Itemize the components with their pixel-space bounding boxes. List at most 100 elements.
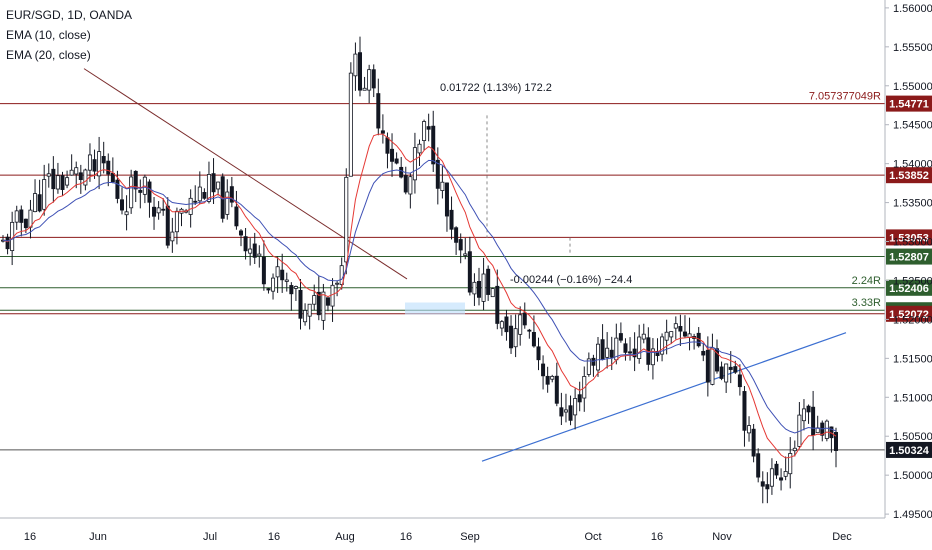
candle-body bbox=[403, 175, 408, 193]
candle-body bbox=[623, 343, 628, 353]
candle-body bbox=[531, 332, 536, 347]
candle-body bbox=[495, 285, 500, 324]
candle-body bbox=[747, 425, 752, 434]
candle-body bbox=[257, 253, 262, 257]
price-tag-label: 1.52807 bbox=[889, 252, 929, 264]
candle-body bbox=[357, 52, 362, 91]
candle-body bbox=[596, 343, 601, 371]
candle-body bbox=[371, 69, 376, 89]
y-tick-label: 1.50000 bbox=[893, 470, 932, 482]
candle-body bbox=[206, 174, 211, 202]
price-tag-label: 1.52072 bbox=[889, 309, 929, 321]
candle-body bbox=[449, 209, 454, 230]
candle-body bbox=[83, 169, 88, 186]
candle-body bbox=[573, 398, 578, 416]
candle-body bbox=[476, 280, 481, 298]
price-tag-label: 1.54771 bbox=[889, 99, 929, 111]
price-tag bbox=[886, 305, 932, 322]
price-tag-label: 1.53852 bbox=[889, 170, 929, 182]
x-tick-label: Aug bbox=[335, 531, 355, 543]
candle-body bbox=[74, 167, 79, 175]
level-note: 3.33R bbox=[852, 297, 881, 309]
candle-body bbox=[559, 407, 564, 417]
candle-body bbox=[193, 200, 198, 203]
candle-body bbox=[124, 211, 129, 216]
candle-body bbox=[719, 366, 724, 379]
candle-body bbox=[834, 432, 839, 451]
candle-body bbox=[284, 279, 289, 282]
candle-body bbox=[669, 331, 674, 338]
candle-body bbox=[129, 176, 134, 209]
candle-body bbox=[444, 182, 449, 217]
candle-body bbox=[609, 349, 614, 358]
x-tick-label: Sep bbox=[460, 531, 480, 543]
candle-body bbox=[399, 166, 404, 178]
y-tick-label: 1.50500 bbox=[893, 431, 932, 443]
candle-body bbox=[42, 179, 47, 210]
candle-body bbox=[742, 391, 747, 431]
candle-body bbox=[69, 169, 74, 176]
candle-body bbox=[390, 148, 395, 162]
legend-ema10[interactable]: EMA (10, close) bbox=[6, 28, 91, 42]
measure-label: -0.00244 (−0.16%) −24.4 bbox=[510, 274, 632, 286]
candle-body bbox=[316, 291, 321, 316]
candle-body bbox=[806, 405, 811, 413]
candle-body bbox=[229, 186, 234, 203]
candle-body bbox=[51, 168, 56, 190]
x-tick-label: 16 bbox=[268, 531, 280, 543]
ema20-line bbox=[2, 159, 837, 434]
candle-body bbox=[710, 347, 715, 385]
candle-body bbox=[545, 375, 550, 385]
x-tick-label: Dec bbox=[832, 531, 852, 543]
level-lines: 1.54771 7.057377049R 1.53852 1.53053 1.52807… bbox=[0, 91, 932, 458]
y-tick-label: 1.51000 bbox=[893, 392, 932, 404]
price-tag bbox=[886, 279, 932, 296]
candle-body bbox=[266, 288, 271, 291]
ema-lines bbox=[2, 133, 837, 459]
candle-body bbox=[293, 286, 298, 289]
candle-body bbox=[335, 282, 340, 285]
price-tag-label: 1.50324 bbox=[889, 445, 930, 457]
candle-body bbox=[156, 207, 161, 214]
candle-body bbox=[618, 333, 623, 341]
candle-body bbox=[55, 175, 60, 190]
candle-body bbox=[325, 297, 330, 306]
candle-body bbox=[252, 243, 257, 258]
candle-body bbox=[106, 160, 111, 175]
y-tick-label: 1.55000 bbox=[893, 81, 932, 93]
x-tick-label: Jun bbox=[89, 531, 107, 543]
candle-body bbox=[605, 347, 610, 358]
trendline-down bbox=[83, 68, 408, 280]
candle-body bbox=[312, 295, 317, 305]
candle-body bbox=[280, 269, 285, 281]
candle-body bbox=[271, 277, 276, 292]
candle-body bbox=[760, 481, 765, 487]
x-tick-label: 16 bbox=[24, 531, 36, 543]
candle-body bbox=[33, 193, 38, 213]
candle-body bbox=[170, 231, 175, 242]
candle-body bbox=[65, 177, 70, 186]
candle-body bbox=[408, 176, 413, 195]
candle-body bbox=[467, 251, 472, 293]
legend-symbol[interactable]: EUR/SGD, 1D, OANDA bbox=[6, 8, 133, 22]
candle-body bbox=[715, 348, 720, 372]
candle-body bbox=[518, 314, 523, 335]
candle-body bbox=[678, 326, 683, 332]
candle-body bbox=[5, 236, 10, 250]
candle-body bbox=[188, 197, 193, 215]
candle-body bbox=[733, 366, 738, 373]
x-tick-label: Oct bbox=[584, 531, 601, 543]
x-tick-label: 16 bbox=[400, 531, 412, 543]
candle-body bbox=[238, 230, 243, 236]
candle-body bbox=[161, 208, 166, 211]
y-tick-label: 1.54000 bbox=[893, 159, 932, 171]
candle-body bbox=[261, 256, 266, 285]
candle-body bbox=[769, 468, 774, 487]
legend-ema20[interactable]: EMA (20, close) bbox=[6, 48, 91, 62]
level-note: 7.057377049R bbox=[809, 91, 881, 103]
candle-body bbox=[701, 350, 706, 356]
candle-body bbox=[165, 205, 170, 246]
candle-body bbox=[513, 328, 518, 348]
